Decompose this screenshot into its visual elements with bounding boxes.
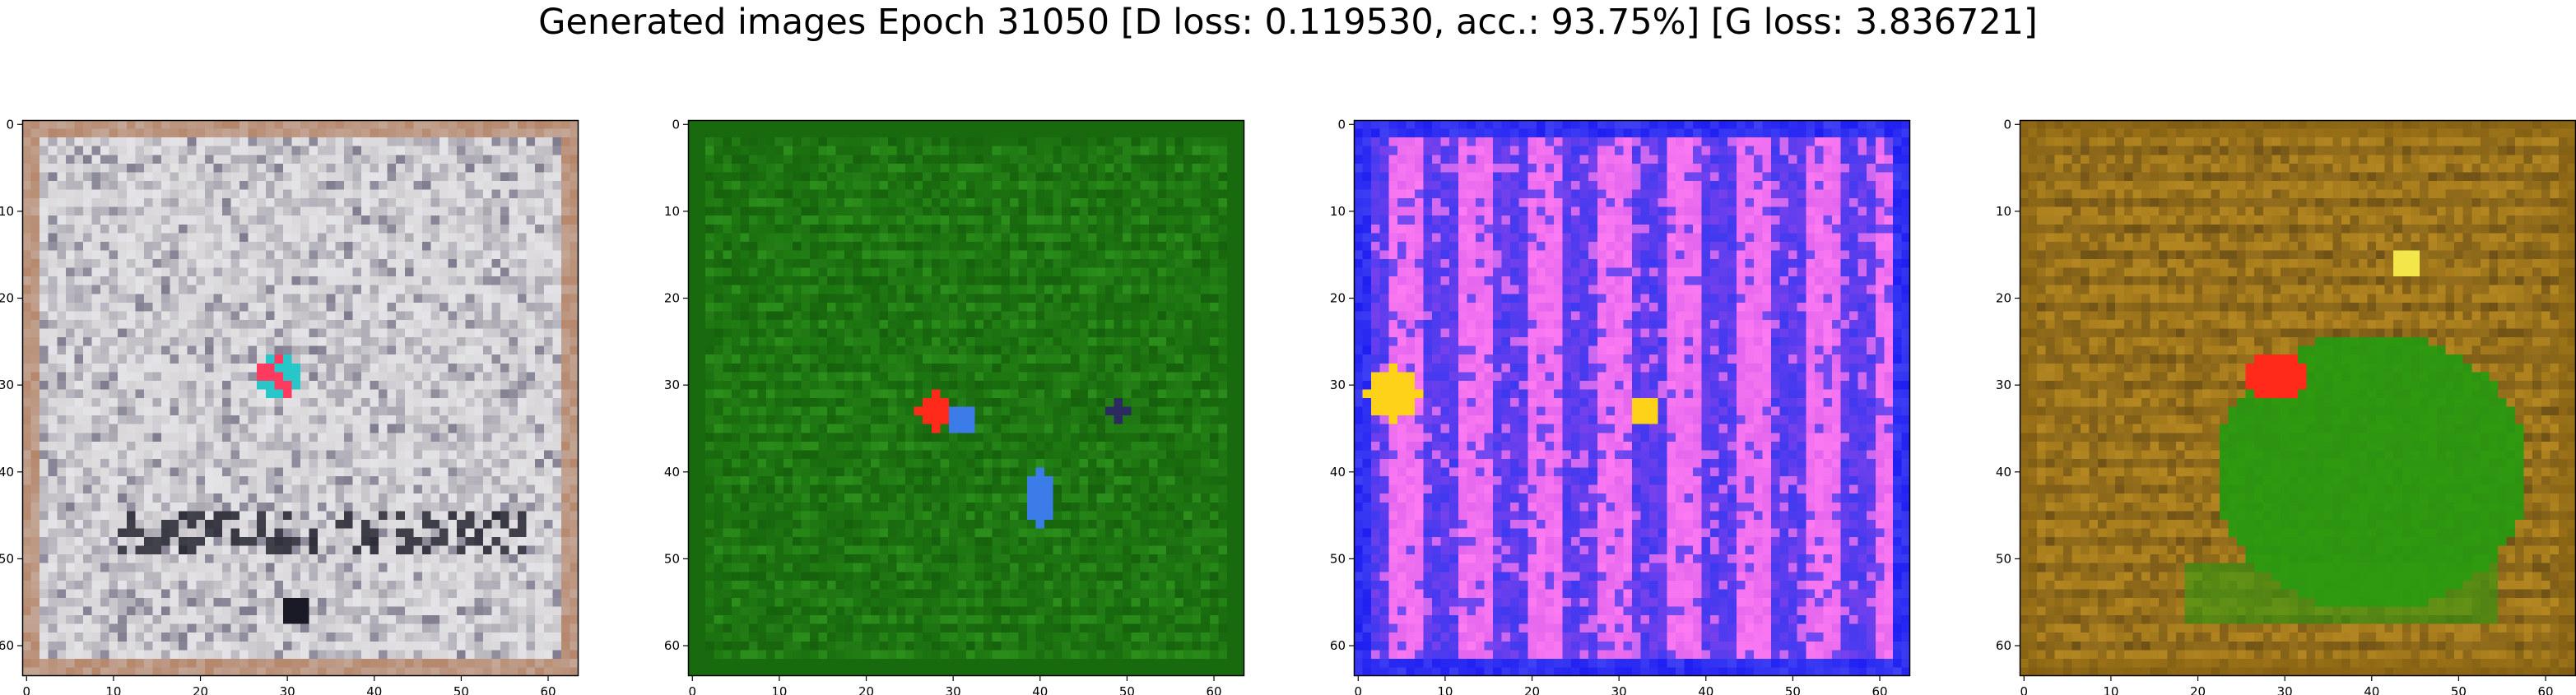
x-tick-label: 60 xyxy=(540,684,556,695)
axes-frame xyxy=(2019,119,2576,677)
x-tick-label: 50 xyxy=(1785,684,1801,695)
x-tick-label: 0 xyxy=(689,684,697,695)
x-tick-label: 40 xyxy=(1698,684,1713,695)
generated-image-1 xyxy=(22,120,579,676)
x-tick-label: 30 xyxy=(280,684,295,695)
x-tick-label: 50 xyxy=(1119,684,1135,695)
subplot-3: 0 10 20 30 40 50 60 0 10 20 30 40 50 60 xyxy=(1330,117,1911,695)
x-tick-label: 20 xyxy=(2190,684,2206,695)
axes-3: 0 10 20 30 40 50 60 0 10 20 30 40 50 60 xyxy=(1330,117,1911,695)
x-tick-label: 10 xyxy=(771,684,787,695)
axes-2: 0 10 20 30 40 50 60 0 10 20 30 40 50 60 xyxy=(664,117,1245,695)
y-tick-label: 30 xyxy=(664,378,680,392)
x-tick-label: 40 xyxy=(366,684,382,695)
subplot-2: 0 10 20 30 40 50 60 0 10 20 30 40 50 60 xyxy=(664,117,1245,695)
x-tick-label: 30 xyxy=(2277,684,2293,695)
x-tick-label: 30 xyxy=(1611,684,1627,695)
generated-image-2 xyxy=(688,120,1244,676)
figure-title: Generated images Epoch 31050 [D loss: 0.… xyxy=(538,2,2038,43)
x-tick-label: 20 xyxy=(193,684,208,695)
x-tick-label: 10 xyxy=(105,684,121,695)
axes-frame xyxy=(1353,119,1911,677)
x-tick-label: 30 xyxy=(946,684,961,695)
generated-image-4 xyxy=(2020,120,2576,676)
x-tick-label: 60 xyxy=(1206,684,1221,695)
y-tick-label: 20 xyxy=(0,291,14,306)
y-tick-label: 20 xyxy=(1330,291,1346,306)
subplot-4: 0 10 20 30 40 50 60 0 10 20 30 40 50 60 xyxy=(1996,117,2576,695)
generated-image-3 xyxy=(1354,120,1910,676)
x-tick-label: 60 xyxy=(2537,684,2553,695)
x-tick-label: 40 xyxy=(1032,684,1048,695)
y-tick-label: 50 xyxy=(664,551,680,566)
axes-frame xyxy=(21,119,579,677)
y-tick-label: 10 xyxy=(1996,204,2011,219)
y-tick-label: 40 xyxy=(664,465,680,480)
x-tick-label: 10 xyxy=(2103,684,2118,695)
y-tick-label: 0 xyxy=(2003,117,2011,132)
axes-1: 0 10 20 30 40 50 60 0 10 20 30 40 50 60 xyxy=(0,117,579,695)
x-tick-label: 50 xyxy=(2451,684,2467,695)
y-tick-label: 30 xyxy=(1996,378,2011,392)
axes-4: 0 10 20 30 40 50 60 0 10 20 30 40 50 60 xyxy=(1996,117,2576,695)
x-tick-label: 0 xyxy=(2020,684,2029,695)
x-tick-label: 40 xyxy=(2364,684,2379,695)
y-tick-label: 10 xyxy=(1330,204,1346,219)
x-tick-label: 20 xyxy=(1524,684,1540,695)
y-tick-label: 40 xyxy=(1330,465,1346,480)
x-tick-label: 0 xyxy=(1355,684,1363,695)
y-tick-label: 0 xyxy=(672,117,680,132)
y-tick-label: 60 xyxy=(1330,638,1346,653)
x-tick-label: 20 xyxy=(858,684,874,695)
x-tick-label: 0 xyxy=(23,684,31,695)
y-tick-label: 60 xyxy=(1996,638,2011,653)
y-tick-label: 50 xyxy=(0,551,14,566)
y-tick-label: 40 xyxy=(0,465,14,480)
x-tick-label: 50 xyxy=(453,684,469,695)
y-tick-label: 50 xyxy=(1330,551,1346,566)
y-tick-label: 30 xyxy=(0,378,14,392)
y-tick-label: 0 xyxy=(6,117,14,132)
y-tick-label: 20 xyxy=(1996,291,2011,306)
axes-frame xyxy=(687,119,1245,677)
y-tick-label: 60 xyxy=(0,638,14,653)
subplot-1: 0 10 20 30 40 50 60 0 10 20 30 40 50 60 xyxy=(0,117,579,695)
y-tick-label: 10 xyxy=(664,204,680,219)
y-tick-label: 40 xyxy=(1996,465,2011,480)
y-tick-label: 60 xyxy=(664,638,680,653)
y-tick-label: 30 xyxy=(1330,378,1346,392)
x-tick-label: 10 xyxy=(1437,684,1453,695)
y-tick-label: 50 xyxy=(1996,551,2011,566)
y-tick-label: 20 xyxy=(664,291,680,306)
y-tick-label: 0 xyxy=(1337,117,1346,132)
x-tick-label: 60 xyxy=(1872,684,1887,695)
y-tick-label: 10 xyxy=(0,204,14,219)
